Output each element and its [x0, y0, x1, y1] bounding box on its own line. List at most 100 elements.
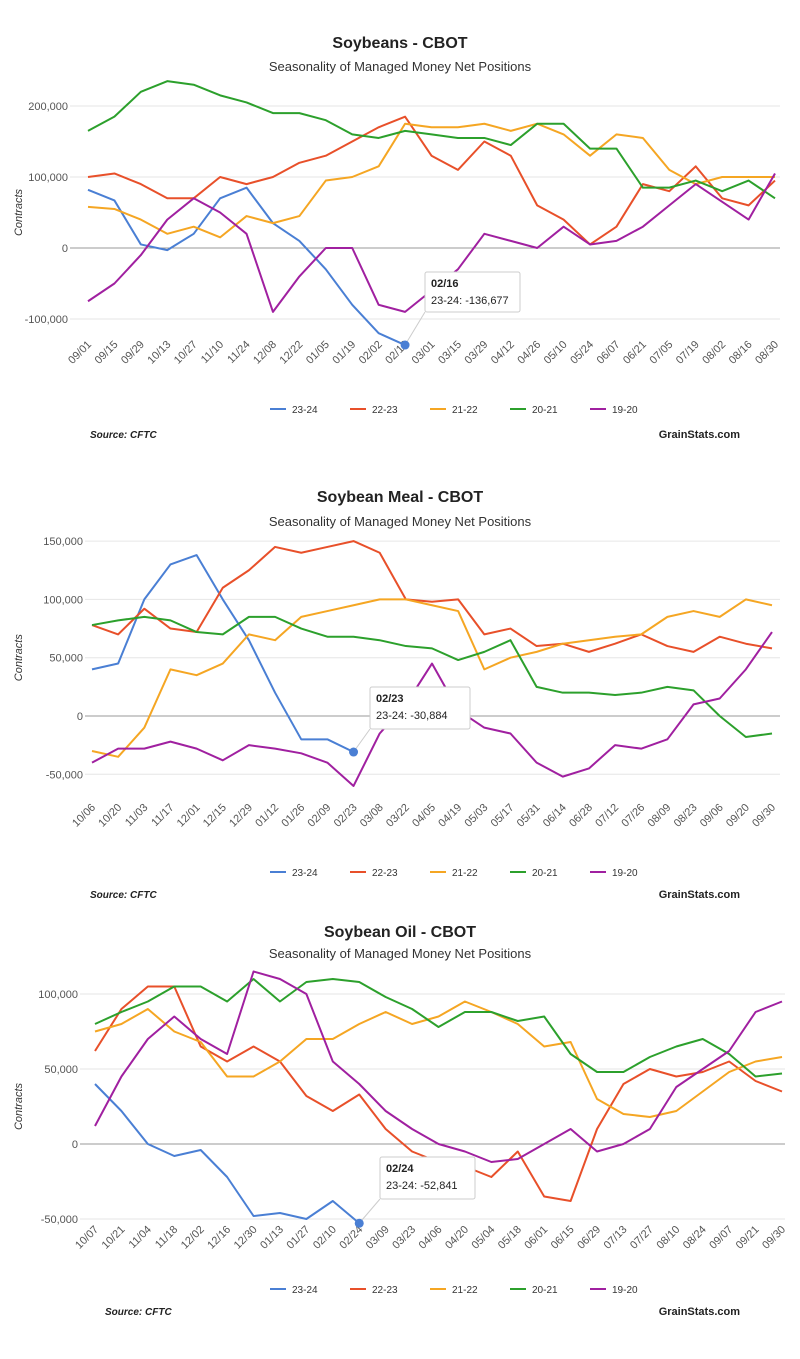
series-line-20-21[interactable] — [94, 978, 783, 1078]
legend-item[interactable]: 19-20 — [612, 405, 638, 416]
chart-1: Soybean Meal - CBOT Seasonality of Manage… — [13, 489, 780, 901]
x-tick-label: 11/18 — [153, 1224, 180, 1251]
tooltip-pointer — [404, 311, 426, 346]
legend-item[interactable]: 19-20 — [612, 1285, 638, 1296]
x-tick-label: 09/07 — [707, 1224, 735, 1252]
x-tick-label: 07/27 — [628, 1224, 656, 1252]
legend-item[interactable]: 19-20 — [612, 868, 638, 879]
x-tick-label: 01/26 — [279, 802, 307, 830]
x-tick-label: 01/13 — [258, 1224, 286, 1252]
series-line-22-23[interactable] — [91, 540, 773, 653]
data-point-marker[interactable] — [354, 1218, 364, 1228]
x-tick-label: 04/05 — [410, 802, 438, 830]
legend-item[interactable]: 20-21 — [532, 1285, 558, 1296]
x-tick-label: 04/26 — [515, 339, 543, 367]
brand-label[interactable]: GrainStats.com — [659, 1306, 741, 1318]
x-tick-label: 05/18 — [496, 1224, 524, 1252]
series-line-21-22[interactable] — [91, 598, 773, 758]
series-line-19-20[interactable] — [91, 631, 773, 787]
y-tick-label: 0 — [72, 1139, 78, 1151]
legend-item[interactable]: 22-23 — [372, 868, 398, 879]
data-point-marker[interactable] — [400, 340, 410, 350]
series-line-21-22[interactable] — [94, 1000, 783, 1118]
x-tick-label: 10/21 — [100, 1224, 128, 1252]
chart-subtitle: Seasonality of Managed Money Net Positio… — [269, 514, 532, 529]
legend-item[interactable]: 22-23 — [372, 405, 398, 416]
x-tick-label: 07/19 — [674, 339, 702, 367]
legend-item[interactable]: 21-22 — [452, 1285, 478, 1296]
source-label: Source: CFTC — [90, 890, 157, 901]
tooltip-pointer — [358, 1198, 381, 1224]
x-tick-label: 06/07 — [595, 339, 623, 367]
y-axis-label: Contracts — [13, 188, 25, 236]
chart-title: Soybean Oil - CBOT — [324, 924, 476, 941]
series-line-21-22[interactable] — [87, 122, 775, 239]
tooltip-box — [379, 1156, 476, 1200]
x-tick-label: 01/05 — [304, 339, 332, 367]
x-tick-label: 09/15 — [93, 339, 121, 367]
legend-item[interactable]: 23-24 — [292, 405, 318, 416]
legend-item[interactable]: 20-21 — [532, 868, 558, 879]
x-tick-label: 03/01 — [410, 339, 438, 367]
x-tick-label: 09/21 — [734, 1224, 762, 1252]
x-tick-label: 11/10 — [199, 339, 226, 366]
x-tick-label: 11/24 — [225, 339, 252, 366]
series-line-23-24[interactable] — [87, 186, 406, 346]
y-tick-label: 50,000 — [49, 653, 83, 665]
x-tick-label: 10/06 — [70, 802, 98, 830]
series-line-23-24[interactable] — [91, 554, 354, 753]
series-line-20-21[interactable] — [87, 80, 776, 200]
series-line-22-23[interactable] — [87, 115, 776, 246]
x-tick-label: 08/10 — [654, 1224, 682, 1252]
x-tick-label: 08/09 — [646, 802, 674, 830]
tooltip-pointer — [353, 728, 371, 753]
x-tick-label: 05/03 — [462, 802, 490, 830]
series-line-20-21[interactable] — [91, 615, 773, 738]
x-tick-label: 06/29 — [575, 1224, 603, 1252]
x-tick-label: 04/20 — [443, 1224, 471, 1252]
x-tick-label: 10/13 — [145, 339, 173, 367]
x-tick-label: 02/02 — [357, 339, 385, 367]
x-tick-label: 02/09 — [306, 802, 334, 830]
x-tick-label: 06/28 — [567, 802, 595, 830]
x-tick-label: 04/06 — [417, 1224, 445, 1252]
x-tick-label: 07/12 — [593, 802, 621, 830]
x-tick-label: 07/26 — [619, 802, 647, 830]
x-tick-label: 04/19 — [436, 802, 464, 830]
tooltip-value: 23-24: -136,677 — [431, 295, 509, 307]
x-tick-label: 08/30 — [753, 339, 781, 367]
legend-item[interactable]: 20-21 — [532, 405, 558, 416]
tooltip-value: 23-24: -30,884 — [376, 710, 448, 722]
y-tick-label: -50,000 — [46, 769, 83, 781]
x-tick-label: 08/23 — [672, 802, 700, 830]
legend-item[interactable]: 21-22 — [452, 405, 478, 416]
y-tick-label: 50,000 — [44, 1064, 78, 1076]
x-tick-label: 05/24 — [568, 339, 596, 367]
x-tick-label: 09/30 — [760, 1224, 788, 1252]
y-axis-label: Contracts — [13, 1082, 25, 1130]
x-tick-label: 06/01 — [522, 1224, 550, 1252]
x-tick-label: 12/16 — [205, 1224, 233, 1252]
y-tick-label: 150,000 — [43, 536, 83, 548]
x-tick-label: 10/20 — [96, 802, 124, 830]
brand-label[interactable]: GrainStats.com — [659, 889, 741, 901]
x-tick-label: 08/16 — [727, 339, 755, 367]
legend-item[interactable]: 23-24 — [292, 868, 318, 879]
x-tick-label: 06/21 — [621, 339, 649, 367]
legend-item[interactable]: 21-22 — [452, 868, 478, 879]
x-tick-label: 12/01 — [175, 802, 203, 830]
series-line-23-24[interactable] — [94, 1083, 360, 1225]
chart-title: Soybean Meal - CBOT — [317, 489, 483, 506]
brand-label[interactable]: GrainStats.com — [659, 429, 741, 441]
tooltip-value: 23-24: -52,841 — [386, 1180, 458, 1192]
data-point-marker[interactable] — [349, 747, 359, 757]
x-tick-label: 12/30 — [232, 1224, 260, 1252]
x-tick-label: 09/06 — [698, 802, 726, 830]
chart-0: Soybeans - CBOT Seasonality of Managed Mo… — [13, 35, 781, 441]
x-tick-label: 10/07 — [73, 1224, 101, 1252]
x-tick-label: 02/23 — [332, 802, 360, 830]
series-line-19-20[interactable] — [94, 970, 783, 1163]
y-tick-label: 100,000 — [43, 594, 83, 606]
legend-item[interactable]: 23-24 — [292, 1285, 318, 1296]
legend-item[interactable]: 22-23 — [372, 1285, 398, 1296]
